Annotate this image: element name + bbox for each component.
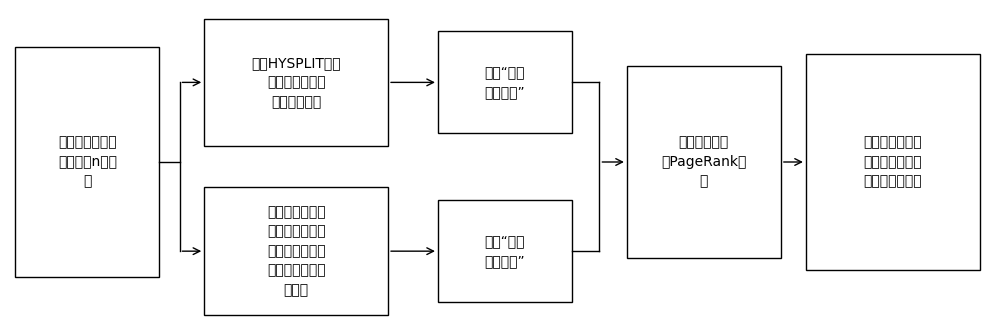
Bar (627, 66, 781, 258)
Bar (204, 188, 388, 315)
Text: 得到“污染
传输权重”: 得到“污染 传输权重” (485, 235, 525, 268)
Text: 利用HYSPLIT模型
计算每个节点的
气流流动轨迹: 利用HYSPLIT模型 计算每个节点的 气流流动轨迹 (251, 56, 341, 109)
Text: 基于区域内已有
的环境监测点位
数据，将污染物
浓度插値到每个
节点上: 基于区域内已有 的环境监测点位 数据，将污染物 浓度插値到每个 节点上 (267, 205, 325, 297)
Bar (15, 47, 159, 277)
Bar (204, 19, 388, 146)
Bar (806, 54, 980, 270)
Text: 计算得到重要节
点（入度强度値
和出度强度値）: 计算得到重要节 点（入度强度値 和出度强度値） (863, 135, 922, 189)
Text: 将特定区域网格
化，得到n个节
点: 将特定区域网格 化，得到n个节 点 (58, 135, 117, 189)
Text: 带有两个权重
的PageRank算
法: 带有两个权重 的PageRank算 法 (661, 135, 747, 189)
Bar (438, 200, 572, 302)
Text: 得到“气流
轨迹权重”: 得到“气流 轨迹权重” (485, 66, 525, 99)
Bar (438, 31, 572, 133)
